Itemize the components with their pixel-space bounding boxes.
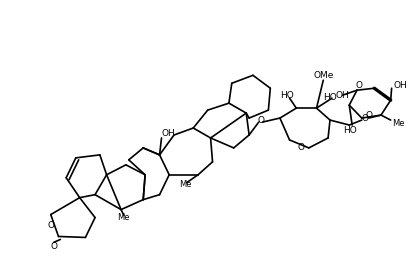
Text: O: O [257, 116, 264, 125]
Text: OH: OH [336, 91, 350, 100]
Text: O: O [47, 221, 54, 230]
Text: O: O [366, 111, 373, 120]
Text: HO: HO [280, 91, 293, 100]
Text: O: O [297, 143, 305, 152]
Text: HO: HO [344, 125, 357, 135]
Text: OH: OH [162, 129, 175, 139]
Text: Me: Me [117, 213, 129, 222]
Text: Me: Me [392, 119, 405, 128]
Text: HO: HO [323, 93, 337, 102]
Text: OH: OH [394, 81, 407, 90]
Text: O: O [355, 81, 362, 90]
Text: OMe: OMe [313, 71, 333, 80]
Text: O: O [50, 242, 57, 251]
Text: O: O [361, 114, 368, 122]
Text: Me: Me [180, 180, 192, 189]
